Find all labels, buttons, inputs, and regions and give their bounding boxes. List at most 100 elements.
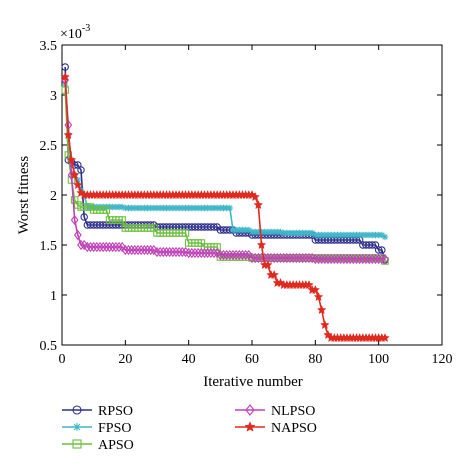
data-point-nlpso [346,253,355,265]
data-point-nlpso [289,252,298,264]
data-point-nlpso [156,246,165,258]
data-point-nlpso [339,253,348,265]
data-point-nlpso [241,249,250,261]
legend-label: RPSO [98,404,133,419]
legend-marker [245,404,255,416]
data-point-nlpso [301,252,310,264]
series-line-rpso [64,66,386,261]
data-point-nlpso [127,244,136,256]
data-point-apso [181,229,190,237]
axes [61,44,443,346]
data-point-rpso [61,63,69,71]
data-point-napso [263,259,273,270]
data-point-fpso [226,204,234,212]
y-tick-label: 1 [50,289,57,304]
data-point-napso [66,154,77,165]
x-tick-label: 120 [432,352,453,367]
data-point-napso [73,179,83,190]
legend-item-napso: NAPSO [235,421,317,436]
data-point-nlpso [175,246,184,258]
data-point-nlpso [83,241,92,253]
data-point-nlpso [130,244,139,256]
data-point-nlpso [371,253,380,265]
x-tick-label: 40 [182,352,196,367]
x-axis-title: Iterative number [203,374,303,390]
data-point-nlpso [352,253,361,265]
data-point-nlpso [279,252,288,264]
x-tick-label: 20 [118,352,132,367]
legend-label: FPSO [98,421,131,436]
data-point-nlpso [219,249,228,261]
data-point-apso [213,243,221,251]
data-point-nlpso [108,241,117,253]
data-point-nlpso [254,252,263,264]
data-point-nlpso [73,229,82,241]
data-point-nlpso [206,247,215,259]
data-point-rpso [374,246,383,254]
legend-item-fpso: FPSO [62,421,131,436]
data-point-nlpso [102,241,111,253]
data-point-fpso [245,226,253,234]
data-point-nlpso [92,241,101,253]
data-point-nlpso [165,246,174,258]
legend-item-rpso: RPSO [62,404,133,419]
legend-item-apso: APSO [62,438,134,453]
data-point-napso [269,269,279,280]
data-point-nlpso [324,253,332,265]
y-scale-label: ×10-3 [60,23,90,42]
data-point-nlpso [168,246,177,258]
data-point-nlpso [333,253,342,265]
data-point-fpso [118,203,126,211]
legend-label: APSO [98,438,134,453]
data-point-nlpso [374,253,383,265]
data-point-nlpso [298,252,307,264]
data-point-napso [320,319,330,330]
legend-marker [73,423,81,431]
data-point-nlpso [365,253,374,265]
data-point-nlpso [286,252,294,264]
data-point-nlpso [343,253,351,265]
legend-item-nlpso: NLPSO [235,404,315,419]
data-point-nlpso [115,241,123,253]
legend-label: NAPSO [271,421,317,436]
data-point-nlpso [191,247,199,259]
data-point-nlpso [349,253,358,265]
series-layer [60,63,390,343]
x-tick-label: 100 [368,352,389,367]
y-scale-exponent: -3 [82,23,90,34]
data-point-nlpso [251,252,260,264]
data-point-apso [118,216,126,224]
data-point-napso [63,129,74,140]
data-point-nlpso [153,246,161,258]
data-point-nlpso [210,247,218,259]
data-point-rpso [77,166,85,174]
data-point-nlpso [248,252,256,264]
data-point-apso [381,257,389,265]
data-point-nlpso [159,246,168,258]
data-point-nlpso [311,253,320,265]
data-point-nlpso [134,244,142,256]
data-point-nlpso [197,247,206,259]
data-point-nlpso [124,244,133,256]
y-scale-base: ×10 [60,27,82,42]
data-point-nlpso [330,253,339,265]
data-point-nlpso [203,247,212,259]
data-point-napso [250,191,260,202]
tick-labels: 0 20 40 60 80 100 120 0.5 1 1.5 2 2.5 3 3.5 [40,39,453,367]
data-point-rpso [378,246,386,254]
data-point-nlpso [96,241,104,253]
data-point-napso [380,332,390,343]
data-point-nlpso [222,249,231,261]
data-point-rpso [210,223,218,231]
data-point-nlpso [140,244,149,256]
data-point-rpso [368,241,377,249]
data-point-nlpso [89,241,98,253]
data-point-nlpso [105,241,114,253]
data-point-fpso [378,231,386,239]
data-point-nlpso [99,241,108,253]
data-point-nlpso [336,253,345,265]
data-point-nlpso [362,253,370,265]
y-tick-label: 3.5 [40,39,58,54]
data-point-napso [313,291,324,302]
